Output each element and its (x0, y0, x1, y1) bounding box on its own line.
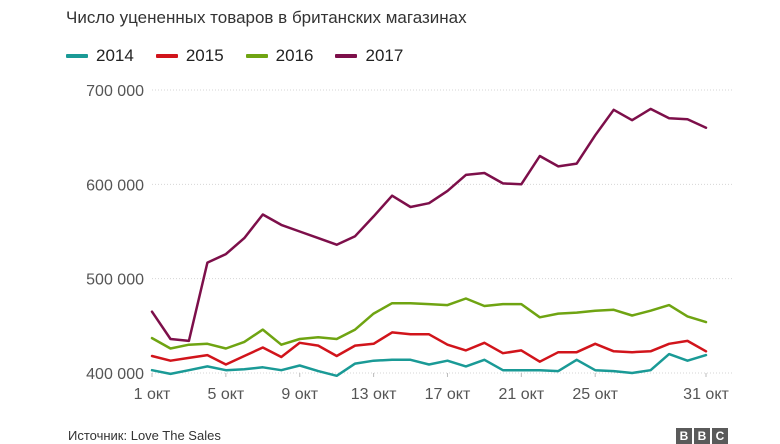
chart-legend: 2014 2015 2016 2017 (66, 46, 403, 66)
legend-item-2014: 2014 (66, 46, 134, 66)
source-note: Источник: Love The Sales (68, 428, 221, 443)
x-tick-label: 5 окт (207, 386, 244, 403)
legend-label-2017: 2017 (365, 46, 404, 65)
legend-label-2014: 2014 (96, 46, 134, 65)
legend-swatch-2016 (245, 54, 268, 58)
x-tick-label: 17 окт (425, 386, 471, 403)
legend-swatch-2017 (335, 54, 358, 58)
x-tick-label: 13 окт (351, 386, 397, 403)
series-line-2014 (150, 352, 708, 378)
y-tick-label: 400 000 (86, 366, 144, 383)
legend-item-2015: 2015 (155, 46, 224, 66)
x-tick-label: 21 окт (499, 386, 545, 403)
chart-title: Число уцененных товаров в британских маг… (66, 8, 467, 27)
legend-swatch-2014 (66, 54, 88, 58)
legend-item-2017: 2017 (335, 46, 403, 66)
series-line-2016 (150, 297, 708, 350)
x-tick-label: 1 окт (134, 386, 171, 403)
legend-label-2016: 2016 (275, 46, 314, 65)
series-line-2015 (150, 331, 708, 366)
x-tick-label: 9 окт (281, 386, 318, 403)
y-tick-label: 500 000 (86, 272, 144, 289)
logo-letter-b2: B (694, 428, 710, 444)
bbc-logo: B B C (676, 428, 728, 444)
series-line-2017 (150, 107, 708, 343)
y-tick-label: 700 000 (86, 83, 144, 100)
legend-item-2016: 2016 (245, 46, 314, 66)
legend-label-2015: 2015 (185, 46, 224, 65)
x-tick-label: 31 окт (683, 386, 729, 403)
y-tick-label: 600 000 (86, 177, 144, 194)
logo-letter-b1: B (676, 428, 692, 444)
legend-swatch-2015 (155, 54, 178, 58)
x-tick-label: 25 окт (572, 386, 618, 403)
logo-letter-c: C (712, 428, 728, 444)
